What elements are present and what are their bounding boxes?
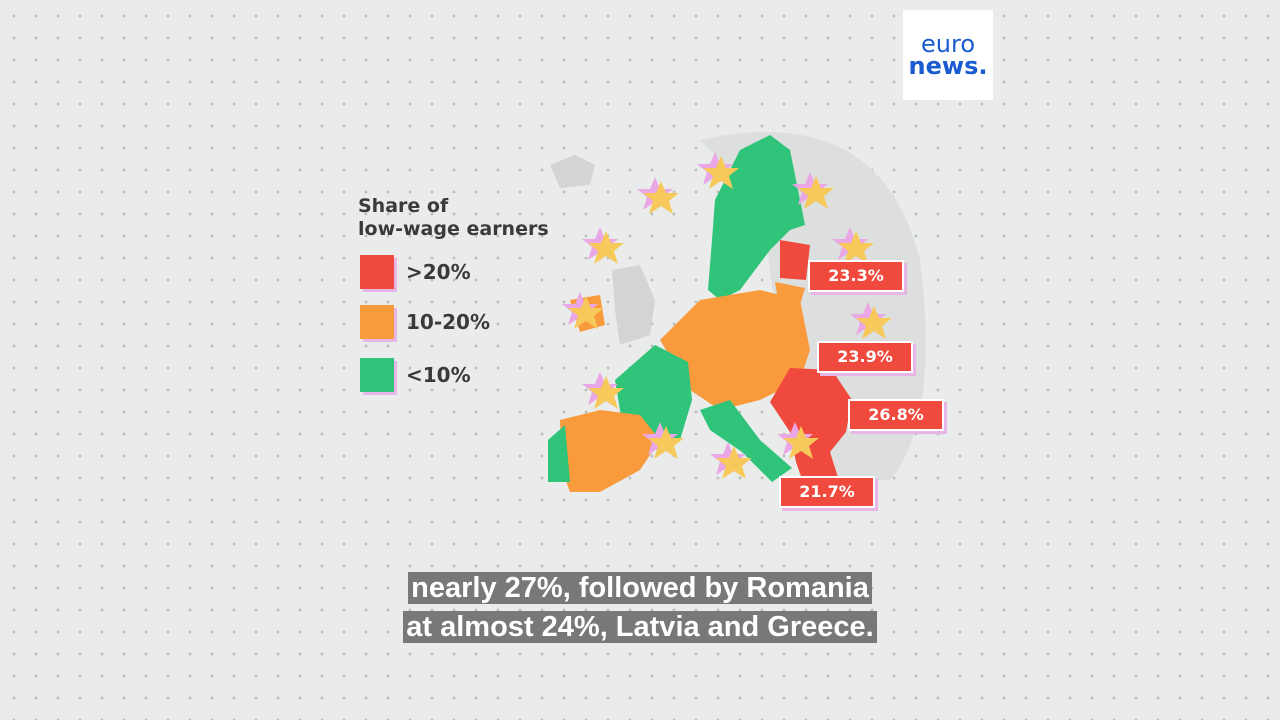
legend-swatch <box>360 305 394 339</box>
logo-text: euro <box>921 30 975 58</box>
legend-label: >20% <box>406 260 471 284</box>
map-label: 23.9% <box>817 341 913 373</box>
legend-label: <10% <box>406 363 471 387</box>
uk <box>612 265 655 345</box>
map-label: 21.7% <box>779 476 875 508</box>
spain <box>560 410 660 492</box>
legend-swatch <box>360 358 394 392</box>
lithuania <box>775 282 805 305</box>
subtitle-line: at almost 24%, Latvia and Greece. <box>0 611 1280 644</box>
nordic-countries <box>708 135 805 300</box>
legend-item: <10% <box>360 358 471 392</box>
subtitle-text: at almost 24%, Latvia and Greece. <box>403 611 877 643</box>
legend-title-line: low-wage earners <box>358 218 549 240</box>
legend-item: 10-20% <box>360 305 490 339</box>
legend-swatch <box>360 255 394 289</box>
italy <box>700 400 792 482</box>
logo-text: news. <box>908 52 988 80</box>
logo: euro news. <box>903 10 993 100</box>
legend-label: 10-20% <box>406 310 491 334</box>
portugal <box>548 425 570 482</box>
central-europe <box>660 290 810 410</box>
subtitle-text: nearly 27%, followed by Romania <box>408 572 872 604</box>
map-label: 26.8% <box>848 399 944 431</box>
subtitle-line: nearly 27%, followed by Romania <box>0 572 1280 605</box>
latvia <box>780 240 810 280</box>
legend-title-line: Share of <box>358 195 449 217</box>
map-label: 23.3% <box>808 260 904 292</box>
background-land <box>700 132 926 480</box>
legend-item: >20% <box>360 255 471 289</box>
legend-title: Share of low-wage earners <box>358 195 549 241</box>
iceland <box>550 155 595 188</box>
